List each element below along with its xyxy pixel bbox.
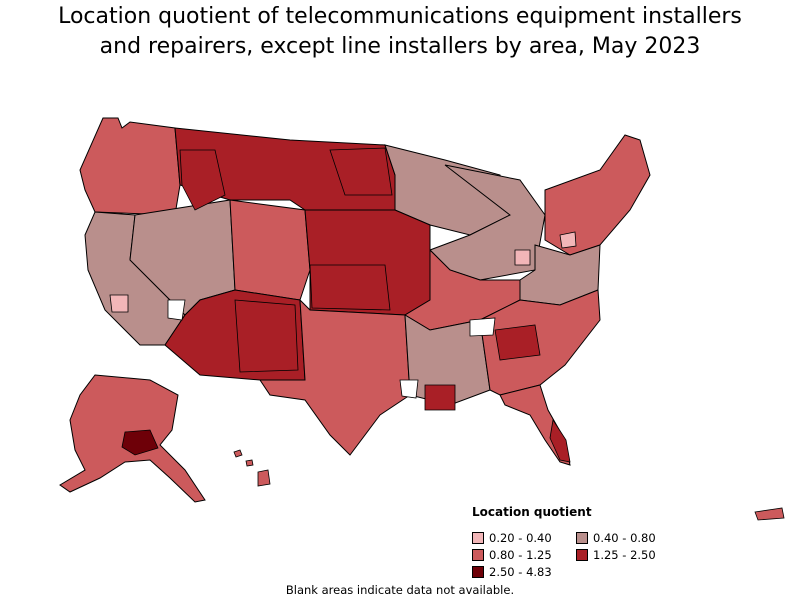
- legend-label: 0.40 - 0.80: [593, 531, 656, 545]
- region-florida: [499, 384, 571, 466]
- region-central-rockies: [229, 199, 311, 301]
- map-title-line-2: and repairers, except line installers by…: [99, 34, 701, 59]
- area-low-pennsylvania: [559, 231, 577, 249]
- legend-swatch: [472, 532, 484, 544]
- legend-swatch: [576, 549, 588, 561]
- area-high-kansas: [309, 264, 391, 311]
- legend-swatch: [472, 566, 484, 578]
- area-blank-1: [167, 299, 186, 321]
- region-puerto-rico: [754, 507, 785, 521]
- legend-label: 2.50 - 4.83: [489, 565, 552, 579]
- map-title: Location quotient of telecommunications …: [0, 2, 800, 62]
- area-high-florida: [549, 418, 571, 463]
- area-blank-3: [469, 317, 496, 337]
- area-high-louisiana: [424, 384, 456, 411]
- area-low-ohio: [514, 249, 531, 266]
- area-alaska-highest: [121, 429, 159, 456]
- legend-item-0-80-1-25: 0.80 - 1.25: [472, 548, 576, 562]
- region-texas: [259, 298, 411, 456]
- legend-label: 0.20 - 0.40: [489, 531, 552, 545]
- area-high-kentucky: [494, 324, 541, 361]
- legend-label: 1.25 - 2.50: [593, 548, 656, 562]
- legend-swatch: [576, 532, 588, 544]
- footnote: Blank areas indicate data not available.: [285, 583, 515, 597]
- legend-title: Location quotient: [472, 505, 592, 519]
- legend-item-0-40-0-80: 0.40 - 0.80: [576, 531, 686, 545]
- area-high-montana: [179, 149, 226, 211]
- area-blank-2: [399, 379, 419, 399]
- area-high-dakotas: [329, 147, 393, 196]
- legend-grid: 0.20 - 0.40 0.40 - 0.80 0.80 - 1.25 1.25…: [472, 531, 702, 579]
- area-high-new-mexico: [234, 299, 299, 373]
- legend: Location quotient 0.20 - 0.40 0.40 - 0.8…: [472, 505, 702, 579]
- area-low-socal: [109, 294, 129, 313]
- region-hawaii: [233, 449, 271, 487]
- legend-item-1-25-2-50: 1.25 - 2.50: [576, 548, 686, 562]
- legend-item-0-20-0-40: 0.20 - 0.40: [472, 531, 576, 545]
- legend-item-2-50-4-83: 2.50 - 4.83: [472, 565, 576, 579]
- legend-swatch: [472, 549, 484, 561]
- region-southeast: [479, 289, 601, 396]
- map-title-line-1: Location quotient of telecommunications …: [58, 4, 742, 29]
- region-pacific-northwest: [79, 117, 181, 216]
- region-northeast: [544, 134, 651, 256]
- legend-label: 0.80 - 1.25: [489, 548, 552, 562]
